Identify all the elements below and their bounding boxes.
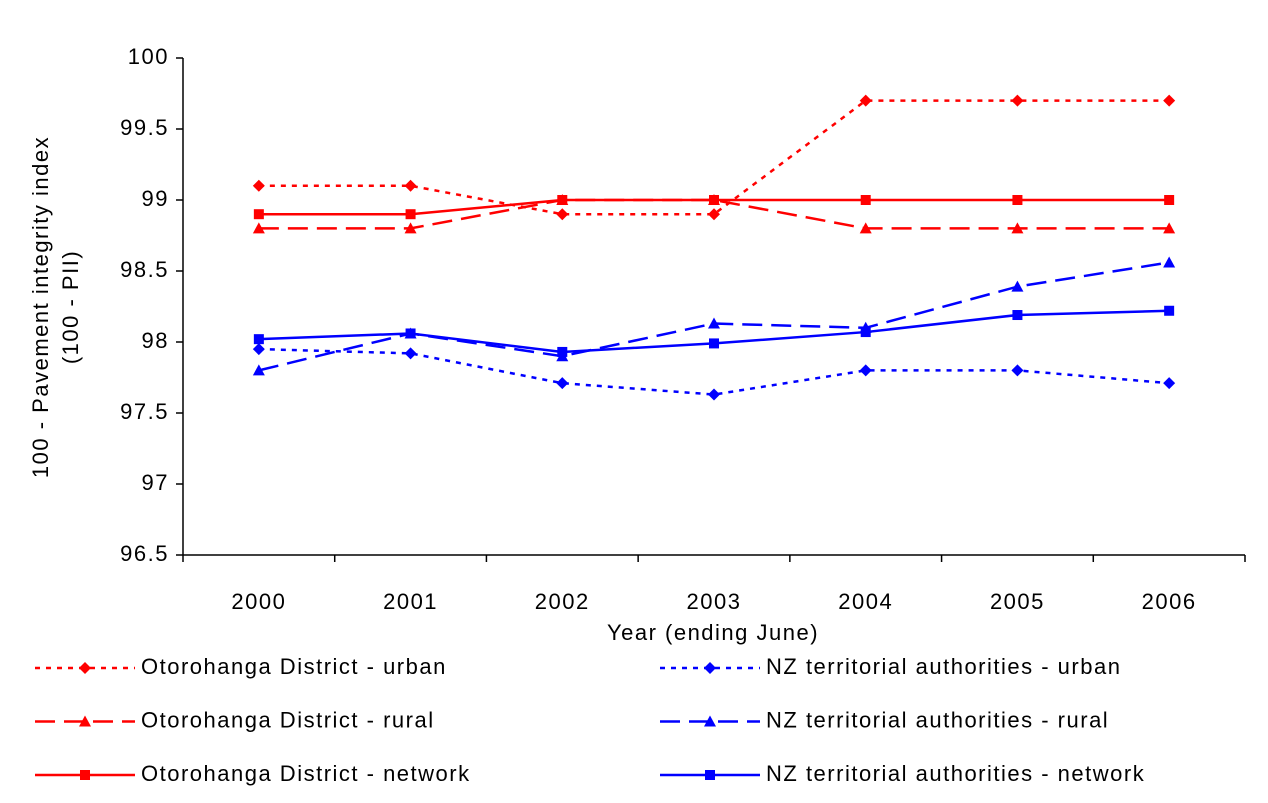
point <box>859 364 872 377</box>
y-tick-label: 96.5 <box>120 541 169 566</box>
point <box>253 209 264 220</box>
point <box>1011 222 1024 234</box>
point <box>253 334 264 345</box>
x-tick-label: 2003 <box>687 589 742 614</box>
legend-label: Otorohanga District - rural <box>141 707 435 732</box>
y-axis-label: 100 - Pavement integrity index <box>28 136 53 478</box>
y-tick-label: 97.5 <box>120 399 169 424</box>
legend-label: Otorohanga District - network <box>141 761 471 786</box>
point <box>859 94 872 107</box>
legend-label: Otorohanga District - urban <box>141 654 447 679</box>
point <box>404 179 417 192</box>
point <box>1163 222 1176 234</box>
point <box>1012 195 1023 205</box>
y-tick-label: 98 <box>142 328 169 353</box>
point <box>556 377 569 390</box>
point <box>860 195 871 205</box>
point <box>252 222 265 234</box>
point <box>1011 364 1024 377</box>
point <box>1011 280 1024 292</box>
point <box>708 388 720 401</box>
point <box>557 346 568 357</box>
point <box>252 364 265 376</box>
legend-marker <box>705 770 715 780</box>
y-tick-label: 99 <box>142 186 169 211</box>
point <box>405 328 416 339</box>
y-tick-label: 100 <box>128 44 169 69</box>
legend-label: NZ territorial authorities - network <box>766 761 1145 786</box>
point <box>557 195 568 205</box>
point <box>1012 310 1023 321</box>
point <box>1011 94 1024 107</box>
point <box>1164 195 1175 205</box>
x-tick-label: 2002 <box>535 589 590 614</box>
point <box>709 195 719 205</box>
legend-label: NZ territorial authorities - rural <box>766 707 1109 732</box>
legend-marker <box>80 770 90 780</box>
point <box>1163 377 1176 390</box>
y-tick-label: 99.5 <box>120 115 169 140</box>
point <box>709 338 719 349</box>
x-tick-label: 2004 <box>838 589 893 614</box>
legend-marker <box>79 662 91 674</box>
point <box>1163 256 1176 268</box>
y-axis-label: (100 - PII) <box>58 250 83 364</box>
x-axis-label: Year (ending June) <box>607 620 819 645</box>
legend-marker <box>704 662 716 674</box>
point <box>859 222 872 234</box>
legend-label: NZ territorial authorities - urban <box>766 654 1121 679</box>
x-tick-label: 2001 <box>383 589 438 614</box>
legend-marker <box>704 715 716 727</box>
point <box>405 209 416 220</box>
y-tick-label: 97 <box>142 470 169 495</box>
x-tick-label: 2000 <box>231 589 286 614</box>
x-tick-label: 2005 <box>990 589 1045 614</box>
x-tick-label: 2006 <box>1142 589 1197 614</box>
point <box>860 327 871 338</box>
point <box>252 179 265 192</box>
point <box>404 347 417 360</box>
point <box>556 208 569 221</box>
point <box>708 208 720 221</box>
legend-marker <box>79 715 91 727</box>
point <box>1163 94 1176 107</box>
y-tick-label: 98.5 <box>120 257 169 282</box>
point <box>708 317 720 329</box>
point <box>252 343 265 356</box>
point <box>1164 305 1175 316</box>
point <box>404 222 417 234</box>
